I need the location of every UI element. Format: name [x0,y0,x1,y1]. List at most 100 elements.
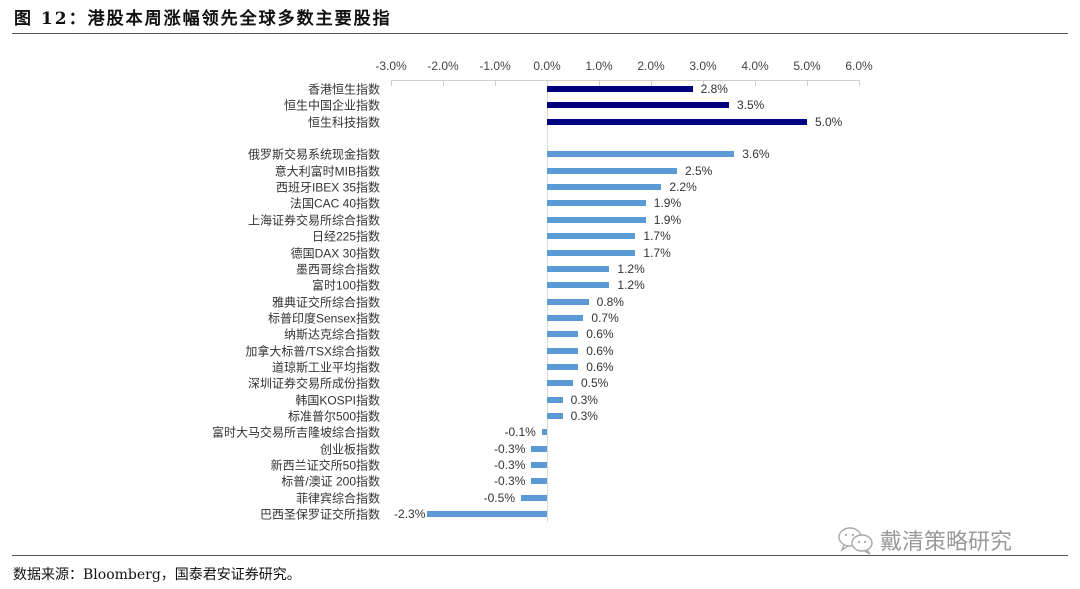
bar [547,347,579,354]
x-axis-tick-label: 3.0% [689,59,717,73]
bar [427,511,547,518]
figure-title: 图 12：港股本周涨幅领先全球多数主要股指 [14,9,392,29]
bar [531,462,547,469]
x-axis-tick-label: 0.0% [533,59,561,73]
value-label: 1.7% [643,229,671,244]
value-label: 1.9% [653,196,682,211]
category-label: 加拿大标普/TSX综合指数 [245,344,380,359]
category-label: 巴西圣保罗证交所指数 [259,507,380,522]
category-label: 标准普尔500指数 [287,409,380,424]
category-label: 雅典证交所综合指数 [271,295,380,310]
x-axis-tick-label: -1.0% [479,59,511,73]
value-label: 0.5% [581,376,609,391]
value-label: 0.3% [570,409,598,423]
wechat-icon [836,525,876,555]
value-label: 0.6% [586,327,614,342]
bar [547,282,610,289]
category-label: 意大利富时MIB指数 [274,164,380,179]
value-label: -0.3% [494,458,526,473]
value-label: 1.7% [643,245,671,260]
category-label: 纳斯达克综合指数 [283,327,380,342]
bar [547,200,646,207]
x-axis-line [391,80,859,81]
bar [547,413,563,419]
watermark-text: 戴清策略研究 [880,530,1013,555]
value-label: 1.2% [617,278,645,293]
bar [547,331,579,338]
value-label: 3.5% [737,98,765,113]
bar [547,118,807,125]
bar [547,86,693,92]
data-source-note: 数据来源：Bloomberg，国泰君安证券研究。 [13,567,301,583]
title-divider [12,33,1068,34]
value-label: 0.7% [591,310,619,325]
x-axis-tick [391,80,392,86]
category-label: 新西兰证交所50指数 [270,458,380,473]
value-label: 2.2% [669,180,697,195]
x-axis-tick [599,80,600,86]
category-label: 创业板指数 [319,442,380,457]
bar [547,380,573,387]
value-label: 0.6% [586,359,614,374]
category-label: 香港恒生指数 [307,82,380,97]
bar [547,167,677,174]
category-label: 深圳证券交易所成份指数 [247,376,380,391]
category-label: 标普/澳证 200指数 [281,474,380,489]
value-label: 0.3% [570,392,598,407]
x-axis-tick [755,80,756,86]
category-label: 墨西哥综合指数 [295,262,380,277]
category-label: 恒生中国企业指数 [283,98,380,113]
category-label: 道琼斯工业平均指数 [271,360,380,375]
value-label: -2.3% [394,507,426,522]
x-axis-tick-label: -3.0% [375,59,407,73]
bar [547,314,584,321]
x-axis-tick [495,80,496,86]
value-label: 1.2% [617,261,645,276]
category-label: 西班牙IBEX 35指数 [275,180,380,195]
bar [521,494,547,501]
value-label: -0.1% [504,425,536,440]
footer-divider [12,555,1068,556]
x-axis-tick [859,80,860,86]
value-label: 1.9% [653,212,682,227]
bar [547,249,636,256]
value-label: -0.3% [494,441,526,456]
value-label: 5.0% [815,114,843,129]
x-axis-tick [651,80,652,86]
x-axis-tick-label: -2.0% [427,59,459,73]
x-axis-tick-label: 5.0% [793,59,821,73]
x-axis-tick-label: 2.0% [637,59,665,73]
bar [547,265,610,272]
value-label: -0.3% [494,474,526,489]
x-axis-tick [443,80,444,86]
value-label: 2.8% [700,82,728,96]
horizontal-bar-chart: -3.0% -2.0% -1.0% 0.0% 1.0% 2.0% 3.0% 4.0% 5.0% 6… [211,59,873,523]
category-label: 韩国KOSPI指数 [295,393,380,408]
bar [547,102,729,109]
x-axis-tick-label: 6.0% [845,59,873,73]
bar [547,151,735,158]
value-label: -0.5% [483,490,515,505]
category-label: 上海证券交易所综合指数 [247,213,380,228]
category-label: 富时100指数 [311,278,380,293]
watermark: 戴清策略研究 [836,524,1012,556]
bar [541,429,547,436]
bar [547,396,563,403]
x-axis-tick [807,80,808,86]
category-label: 法国CAC 40指数 [289,196,380,211]
category-label: 俄罗斯交易系统现金指数 [247,147,380,162]
x-axis-tick-label: 4.0% [741,59,769,73]
x-axis-tick-label: 1.0% [585,59,613,73]
bar [547,216,646,223]
value-label: 3.6% [742,147,770,162]
category-label: 富时大马交易所吉隆坡综合指数 [211,425,380,440]
bar [531,445,547,452]
bar [547,363,579,370]
category-label: 菲律宾综合指数 [295,491,380,506]
category-label: 恒生科技指数 [307,115,380,130]
bar [547,184,662,191]
category-label: 德国DAX 30指数 [290,246,380,260]
value-label: 0.8% [596,294,624,309]
value-label: 2.5% [685,163,713,178]
category-label: 标普印度Sensex指数 [267,311,380,326]
